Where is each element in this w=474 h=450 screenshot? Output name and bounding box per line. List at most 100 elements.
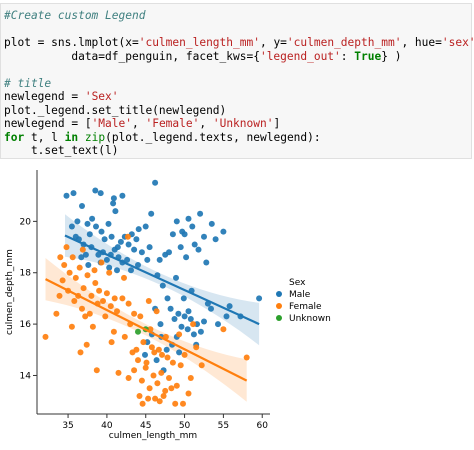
point-female <box>172 400 179 407</box>
point-female <box>190 321 197 328</box>
point-male <box>110 200 117 207</box>
point-male <box>144 256 151 263</box>
plot-area <box>42 179 263 407</box>
code-token: , <box>131 117 146 130</box>
point-female <box>146 385 153 392</box>
code-cell[interactable]: #Create custom Legend plot = sns.lmplot(x… <box>0 3 474 159</box>
point-female <box>91 267 98 274</box>
legend-marker-unknown <box>276 315 282 321</box>
point-male <box>152 179 159 186</box>
code-token: 'Female' <box>145 117 200 130</box>
point-female <box>148 344 155 351</box>
plot-output: 35 40 45 50 55 60 14 16 18 20 culmen_length_mm c… <box>0 160 474 446</box>
point-male <box>201 318 207 325</box>
point-male <box>185 308 192 315</box>
point-female <box>137 313 144 320</box>
point-female <box>142 364 149 371</box>
code-line: # title <box>4 77 51 90</box>
code-line: #Create custom Legend <box>4 9 145 22</box>
point-male <box>173 218 180 225</box>
point-male <box>220 228 227 235</box>
point-male <box>95 251 102 258</box>
code-token: t.set_text(l) <box>4 144 119 157</box>
code-line: t.set_text(l) <box>4 144 119 157</box>
point-female <box>106 269 113 276</box>
x-tick-label: 55 <box>218 421 229 431</box>
point-female <box>125 375 132 381</box>
point-female <box>100 298 106 304</box>
point-female <box>160 393 167 399</box>
point-female <box>181 351 188 358</box>
code-token: for <box>4 130 25 144</box>
point-male <box>223 313 230 320</box>
x-tick-label: 50 <box>179 421 191 431</box>
y-tick-label: 20 <box>20 217 32 227</box>
point-female <box>168 385 175 392</box>
point-male <box>135 262 141 268</box>
point-female <box>156 398 163 405</box>
point-female <box>176 331 183 338</box>
point-male <box>112 208 119 215</box>
point-female <box>110 328 117 335</box>
point-female <box>198 362 205 369</box>
point-male <box>208 220 215 227</box>
point-female <box>145 298 152 304</box>
point-female <box>159 351 165 358</box>
point-female <box>164 354 171 361</box>
y-tick-label: 14 <box>20 371 32 381</box>
point-female <box>169 359 176 366</box>
point-male <box>184 326 191 333</box>
point-male <box>180 295 187 302</box>
point-female <box>83 341 90 348</box>
point-male <box>157 321 164 328</box>
point-female <box>121 274 127 281</box>
y-tick-label: 16 <box>20 320 32 330</box>
point-male <box>68 223 75 230</box>
point-male <box>98 228 105 235</box>
scatter-chart: 35 40 45 50 55 60 14 16 18 20 culmen_length_mm c… <box>5 170 331 441</box>
point-male <box>256 295 263 302</box>
y-tick-label: 18 <box>20 269 32 279</box>
point-female <box>136 393 143 399</box>
point-female <box>143 359 150 366</box>
point-female <box>72 274 79 281</box>
point-male <box>201 233 207 240</box>
point-female <box>76 264 83 271</box>
point-male <box>164 295 171 302</box>
point-male <box>125 241 132 248</box>
point-female <box>135 357 141 364</box>
point-male <box>190 331 197 338</box>
point-female <box>151 349 158 356</box>
point-male <box>212 236 219 243</box>
point-male <box>146 244 153 251</box>
point-male <box>187 316 194 322</box>
code-token: True <box>354 49 382 63</box>
point-female <box>131 310 138 317</box>
code-token: t, l <box>24 130 65 144</box>
regression-line-male <box>64 234 260 326</box>
point-male <box>169 231 176 238</box>
point-female <box>89 323 96 330</box>
point-male <box>159 282 166 289</box>
x-tick-label: 45 <box>140 421 151 431</box>
point-female <box>115 369 122 376</box>
point-female <box>79 305 85 312</box>
point-female <box>69 254 76 261</box>
regression-line-female <box>45 278 248 382</box>
point-female <box>145 395 152 402</box>
point-female <box>185 390 192 397</box>
point-female <box>66 269 73 276</box>
point-female <box>155 346 162 353</box>
point-male <box>101 236 108 243</box>
x-tick-label: 60 <box>257 421 269 431</box>
point-male <box>173 274 179 281</box>
point-male <box>142 223 149 230</box>
point-female <box>193 344 200 351</box>
point-male <box>131 246 138 253</box>
code-token: zip <box>84 130 106 144</box>
point-male <box>105 220 112 227</box>
point-female <box>220 326 227 333</box>
point-male <box>89 215 96 222</box>
code-token: 'Male' <box>91 117 132 130</box>
point-female <box>63 244 70 251</box>
